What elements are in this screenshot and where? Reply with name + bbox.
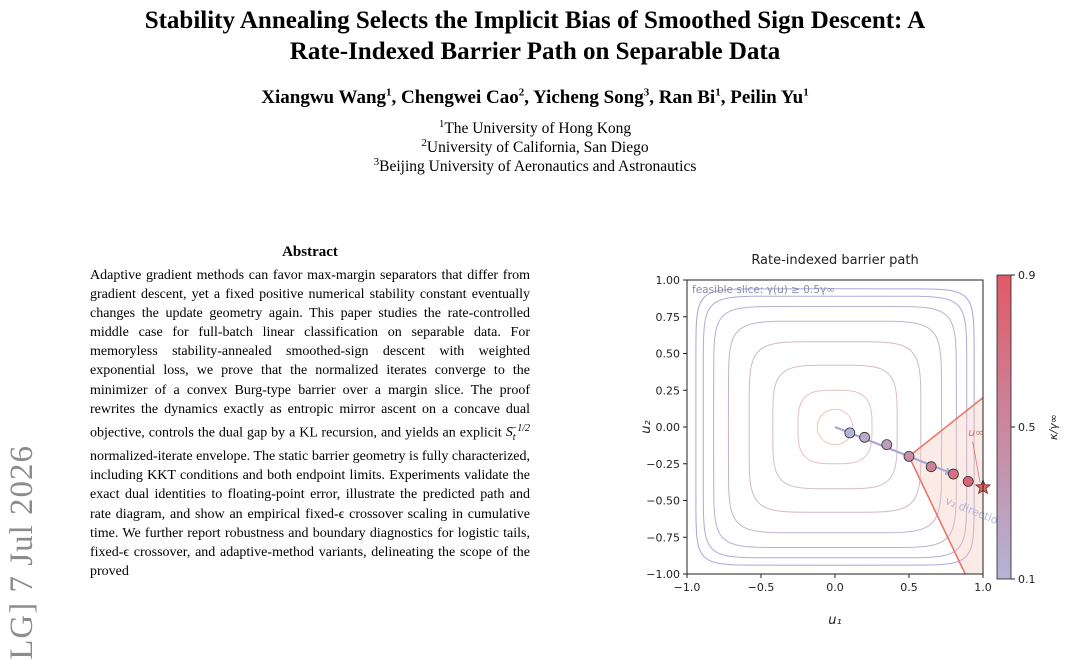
author-affiliation-number: 1 (715, 86, 721, 99)
contour-line (816, 408, 854, 446)
colorbar-tick-label: 0.9 (1018, 269, 1036, 282)
author-name: Peilin Yu (730, 87, 804, 108)
author-list: Xiangwu Wang1, Chengwei Cao2, Yicheng So… (100, 87, 970, 109)
colorbar-ticks: 0.1 0.5 0.9 (1011, 269, 1036, 586)
math-subscript: t (512, 432, 516, 444)
author-name: Chengwei Cao (401, 87, 519, 108)
author-separator: , (391, 87, 402, 108)
y-axis-ticks: −1.00 −0.75 −0.50 −0.25 0.00 0.25 0.50 0.75 1.00 (646, 274, 687, 581)
x-tick-label: −0.5 (748, 581, 775, 594)
path-point (881, 439, 893, 451)
path-point (947, 468, 959, 480)
path-point (859, 431, 871, 443)
colorbar (996, 274, 1012, 580)
y-tick-label: 0.75 (656, 311, 681, 324)
contour-lines (695, 288, 975, 566)
author-name: Ran Bi (658, 87, 716, 108)
author-separator: , (649, 87, 659, 108)
chart-title: Rate-indexed barrier path (751, 253, 918, 268)
x-tick-label: 1.0 (974, 581, 992, 594)
author-affiliation-number: 3 (643, 86, 650, 99)
y-tick-label: −0.75 (646, 531, 680, 544)
abstract-text-2: normalized-iterate envelope. The static … (90, 449, 530, 579)
author-separator: , (524, 87, 534, 108)
y-tick-label: 1.00 (656, 274, 681, 287)
affiliation-list: 1The University of Hong Kong 2University … (100, 117, 970, 176)
author-separator: , (720, 87, 731, 108)
feasible-slice-label: feasible slice: γ(u) ≥ 0.5γ∞ (692, 284, 835, 296)
paper-title-line-1: Stability Annealing Selects the Implicit… (144, 7, 926, 34)
arxiv-stamp: LG] 7 Jul 2026 (2, 205, 42, 660)
paper-title-line-2: Rate-Indexed Barrier Path on Separable D… (289, 38, 781, 65)
math-superscript: −1/2 (510, 422, 530, 434)
colorbar-tick-label: 0.5 (1018, 421, 1036, 434)
contour-line (748, 341, 922, 513)
x-axis-label: u₁ (828, 613, 841, 628)
y-tick-label: −1.00 (646, 568, 680, 581)
y-tick-label: 0.50 (656, 348, 681, 361)
author-name: Yicheng Song (533, 87, 644, 108)
abstract-text-1: Adaptive gradient methods can favor max-… (90, 268, 530, 441)
affiliation-name: Beijing University of Aeronautics and As… (379, 158, 697, 175)
affiliation-number: 1 (438, 117, 445, 130)
contour-line (727, 320, 943, 534)
y-tick-label: −0.25 (646, 458, 680, 471)
barrier-path-figure: Rate-indexed barrier path feasible slice… (620, 244, 1070, 644)
barrier-path-chart: Rate-indexed barrier path feasible slice… (639, 253, 1060, 628)
contour-line (702, 295, 968, 559)
author-name: Xiangwu Wang (261, 87, 387, 108)
abstract-body: Adaptive gradient methods can favor max-… (90, 266, 530, 581)
affiliation-number: 3 (373, 155, 380, 168)
affiliation-name: The University of Hong Kong (444, 120, 632, 137)
abstract-heading: Abstract (282, 244, 338, 260)
x-tick-label: 0.0 (826, 581, 844, 594)
contour-line (713, 306, 957, 548)
affiliation-name: University of California, San Diego (426, 139, 649, 156)
math-symbol: S (505, 425, 513, 441)
author-affiliation-number: 2 (518, 86, 525, 99)
y-tick-label: 0.00 (656, 421, 681, 434)
colorbar-label: κ/γ∞ (1047, 414, 1060, 440)
affiliation: 3Beijing University of Aeronautics and A… (100, 155, 970, 176)
path-point (925, 461, 937, 473)
affiliation: 1The University of Hong Kong (100, 117, 970, 138)
x-axis-ticks: −1.0 −0.5 0.0 0.5 1.0 (674, 574, 992, 594)
abstract-math: St−1/2 (505, 422, 530, 444)
author-affiliation-number: 1 (803, 86, 809, 99)
path-points (844, 427, 974, 487)
path-point (844, 427, 856, 439)
u-inf-leader-line (972, 441, 981, 483)
affiliation-number: 2 (421, 136, 427, 149)
path-point (962, 475, 974, 487)
colorbar-tick-label: 0.1 (1018, 573, 1036, 586)
y-tick-label: 0.25 (656, 384, 681, 397)
feasible-region (909, 397, 983, 574)
x-tick-label: 0.5 (900, 581, 918, 594)
affiliation: 2University of California, San Diego (100, 136, 970, 157)
path-point (903, 450, 915, 462)
contour-line (772, 364, 898, 490)
paper-title: Stability Annealing Selects the Implicit… (100, 5, 970, 67)
x-tick-label: −1.0 (674, 581, 701, 594)
author-affiliation-number: 1 (386, 86, 392, 99)
arxiv-stamp-text: LG] 7 Jul 2026 (3, 445, 40, 660)
u-inf-label: u∞ (968, 426, 984, 439)
y-tick-label: −0.50 (646, 495, 680, 508)
y-axis-label: u₂ (639, 420, 654, 433)
contour-line (797, 389, 873, 465)
